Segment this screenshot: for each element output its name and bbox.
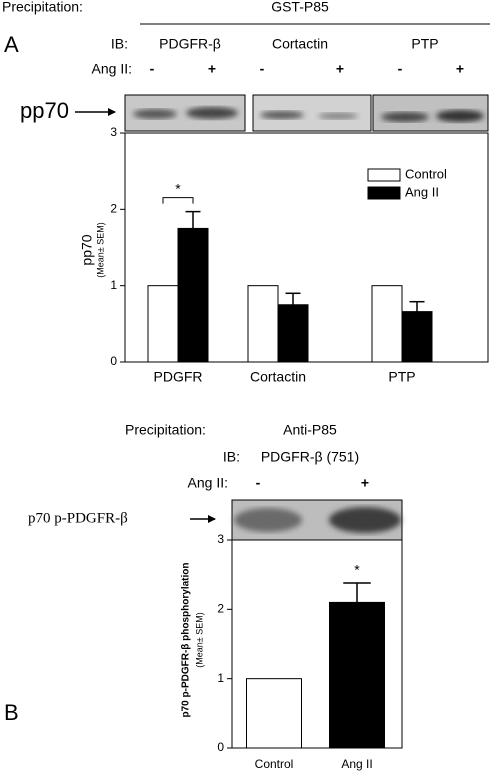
blot-strip <box>231 499 403 541</box>
significance-bracket <box>162 197 194 204</box>
legend-swatch <box>367 186 401 200</box>
panel-label: B <box>4 700 19 725</box>
ib-label: IB: <box>223 449 240 465</box>
treatment-sign: + <box>361 475 369 491</box>
y-tick-label: 0 <box>217 740 224 754</box>
significance-mark: * <box>175 180 181 196</box>
precipitation-label: Precipitation: <box>125 422 206 438</box>
blot-label: pp70 <box>20 98 69 123</box>
ib-target: Cortactin <box>272 36 328 52</box>
treatment-sign: - <box>260 61 265 77</box>
bar <box>371 285 403 363</box>
y-axis-label: pp70 <box>79 234 95 265</box>
x-tick-label: Ang II <box>341 757 372 771</box>
y-tick-label: 3 <box>217 532 224 546</box>
bar <box>247 285 279 363</box>
blot-strip <box>124 94 489 132</box>
bar <box>277 304 309 363</box>
significance-mark: * <box>354 562 360 578</box>
treatment-sign: + <box>336 61 344 77</box>
bar <box>329 601 385 749</box>
precipitation-label: Precipitation: <box>2 0 83 15</box>
y-tick-label: 2 <box>110 202 117 216</box>
treatment-label: Ang II: <box>188 475 228 491</box>
x-tick-label: PTP <box>388 369 415 385</box>
treatment-sign: - <box>256 475 261 491</box>
y-axis-note: (Mean± SEM) <box>95 222 105 277</box>
ib-target: PDGFR-β (751) <box>261 449 359 465</box>
arrow-head <box>208 515 216 523</box>
precipitation: Anti-P85 <box>283 422 337 438</box>
x-tick-label: Cortactin <box>250 369 306 385</box>
bar <box>147 285 179 363</box>
bar <box>246 678 302 749</box>
treatment-sign: - <box>398 61 403 77</box>
legend-label: Control <box>405 166 447 181</box>
blot-label: p70 p-PDGFR-β <box>28 510 128 526</box>
treatment-sign: + <box>456 61 464 77</box>
treatment-label: Ang II: <box>92 61 132 77</box>
ib-label: IB: <box>111 36 128 52</box>
ib-target: PDGFR-β <box>159 36 221 52</box>
y-axis-note: (Mean± SEM) <box>194 612 204 667</box>
y-tick-label: 1 <box>110 278 117 292</box>
legend-swatch <box>367 168 401 182</box>
x-tick-label: Control <box>255 757 294 771</box>
bar <box>401 311 433 363</box>
bar <box>177 227 209 363</box>
y-axis-label: p70 p-PDGFR-β phosphorylation <box>181 563 192 718</box>
y-tick-label: 1 <box>217 671 224 685</box>
legend-label: Ang II <box>405 184 439 199</box>
y-tick-label: 2 <box>217 602 224 616</box>
y-tick-label: 0 <box>110 354 117 368</box>
x-tick-label: PDGFR <box>154 369 203 385</box>
panel-label: A <box>4 32 19 57</box>
treatment-sign: + <box>208 61 216 77</box>
plot-frame <box>231 539 403 749</box>
treatment-sign: - <box>150 61 155 77</box>
precipitation: GST-P85 <box>271 0 329 15</box>
arrow-head <box>108 108 116 116</box>
y-tick-label: 3 <box>110 125 117 139</box>
ib-target: PTP <box>411 36 438 52</box>
